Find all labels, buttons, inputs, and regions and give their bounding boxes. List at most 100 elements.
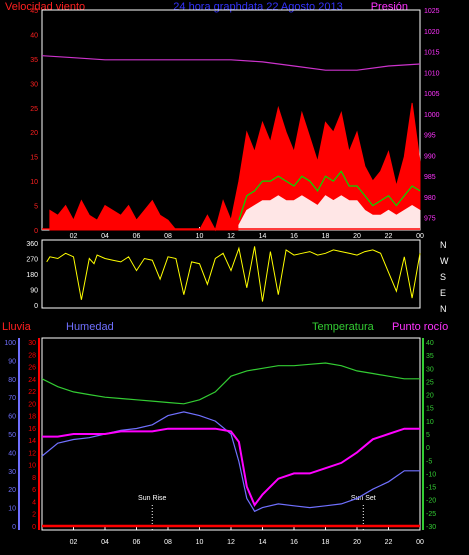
humidity-x-tick-label: 02 (70, 539, 78, 546)
humidity-x-tick-label: 20 (353, 539, 361, 546)
rain-tick-label: 30 (28, 340, 36, 347)
temperature-tick-label: 25 (426, 379, 434, 386)
temperature-tick-label: 20 (426, 393, 434, 400)
temperature-tick-label: 10 (426, 419, 434, 426)
humidity-tick-label: 100 (4, 340, 16, 347)
direction-tick-label: 0 (34, 303, 38, 310)
wind-tick-label: 45 (30, 8, 38, 15)
compass-n-bottom: N (440, 304, 447, 314)
pressure-title: Presión (371, 1, 408, 13)
rain-tick-label: 16 (28, 426, 36, 433)
pressure-tick-label: 995 (424, 133, 436, 140)
temperature-tick-label: 35 (426, 353, 434, 360)
humidity-x-tick-label: 16 (290, 539, 298, 546)
humidity-x-tick-label: 10 (196, 539, 204, 546)
humidity-tick-label: 20 (8, 487, 16, 494)
dewpoint-series (42, 427, 420, 507)
wind-x-tick-label: 02 (70, 233, 78, 240)
humidity-tick-label: 70 (8, 395, 16, 402)
rain-tick-label: 10 (28, 463, 36, 470)
wind-x-tick-label: 00 (416, 233, 424, 240)
rain-tick-label: 28 (28, 352, 36, 359)
compass-e: E (440, 288, 446, 298)
dewpoint-label: Punto rocío (392, 321, 448, 333)
temperature-tick-label: -10 (426, 471, 436, 478)
humidity-x-tick-label: 04 (101, 539, 109, 546)
direction-tick-label: 270 (26, 257, 38, 264)
humidity-x-tick-label: 18 (322, 539, 330, 546)
temperature-label: Temperatura (312, 321, 375, 333)
humidity-tick-label: 40 (8, 450, 16, 457)
humidity-label: Humedad (66, 321, 114, 333)
wind-x-tick-label: 06 (133, 233, 141, 240)
wind-x-tick-label: 20 (353, 233, 361, 240)
humidity-tick-label: 80 (8, 377, 16, 384)
wind-x-tick-label: 18 (322, 233, 330, 240)
pressure-tick-label: 985 (424, 174, 436, 181)
wind-x-tick-label: 14 (259, 233, 267, 240)
temperature-tick-label: -5 (426, 458, 432, 465)
wind-tick-label: 20 (30, 130, 38, 137)
humidity-x-tick-label: 08 (164, 539, 172, 546)
temperature-tick-label: 0 (426, 445, 430, 452)
rain-tick-label: 14 (28, 438, 36, 445)
wind-tick-label: 0 (34, 228, 38, 235)
sunset-label: Sun Set (351, 495, 376, 502)
wind-x-tick-label: 10 (196, 233, 204, 240)
rain-label: Lluvia (2, 321, 32, 333)
chart-marks: 0510152025303540459759809859909951000100… (4, 8, 439, 546)
wind-x-tick-label: 22 (385, 233, 393, 240)
temperature-tick-label: -15 (426, 485, 436, 492)
compass-n-top: N (440, 240, 447, 250)
humidity-tick-label: 60 (8, 414, 16, 421)
wind-tick-label: 15 (30, 155, 38, 162)
compass-w: W (440, 256, 449, 266)
humidity-tick-label: 90 (8, 358, 16, 365)
rain-tick-label: 12 (28, 450, 36, 457)
sunrise-label: Sun Rise (138, 495, 167, 502)
temperature-tick-label: 5 (426, 432, 430, 439)
pressure-tick-label: 1010 (424, 70, 440, 77)
rain-tick-label: 18 (28, 414, 36, 421)
humidity-x-tick-label: 12 (227, 539, 235, 546)
humidity-tick-label: 50 (8, 432, 16, 439)
wind-x-tick-label: 08 (164, 233, 172, 240)
humidity-x-tick-label: 14 (259, 539, 267, 546)
temperature-tick-label: 30 (426, 366, 434, 373)
wind-tick-label: 5 (34, 204, 38, 211)
wind-tick-label: 35 (30, 57, 38, 64)
rain-tick-label: 22 (28, 389, 36, 396)
humidity-x-tick-label: 22 (385, 539, 393, 546)
direction-tick-label: 180 (26, 272, 38, 279)
temperature-tick-label: -20 (426, 498, 436, 505)
pressure-tick-label: 980 (424, 195, 436, 202)
compass-s: S (440, 272, 446, 282)
temperature-tick-label: -25 (426, 511, 436, 518)
direction-panel-frame (41, 239, 421, 309)
humidity-tick-label: 0 (12, 524, 16, 531)
wind-x-tick-label: 16 (290, 233, 298, 240)
wind-average-series (238, 170, 421, 221)
wind-tick-label: 40 (30, 32, 38, 39)
wind-tick-label: 10 (30, 179, 38, 186)
pressure-tick-label: 1000 (424, 112, 440, 119)
wind-minimum-series (238, 195, 421, 231)
chart-title: 24 hora graphdata 22 Agosto 2013 (173, 1, 342, 13)
pressure-tick-label: 1005 (424, 91, 440, 98)
humidity-tick-label: 10 (8, 506, 16, 513)
pressure-series (41, 55, 421, 71)
pressure-tick-label: 1025 (424, 8, 440, 15)
wind-tick-label: 25 (30, 106, 38, 113)
pressure-tick-label: 975 (424, 216, 436, 223)
rain-tick-label: 6 (32, 487, 36, 494)
temperature-tick-label: 40 (426, 340, 434, 347)
rain-tick-label: 2 (32, 512, 36, 519)
rain-tick-label: 4 (32, 499, 36, 506)
humidity-x-tick-label: 00 (416, 539, 424, 546)
temperature-series (41, 362, 420, 405)
temperature-tick-label: -30 (426, 524, 436, 531)
direction-tick-label: 90 (30, 288, 38, 295)
wind-x-tick-label: 12 (227, 233, 235, 240)
rain-tick-label: 26 (28, 365, 36, 372)
